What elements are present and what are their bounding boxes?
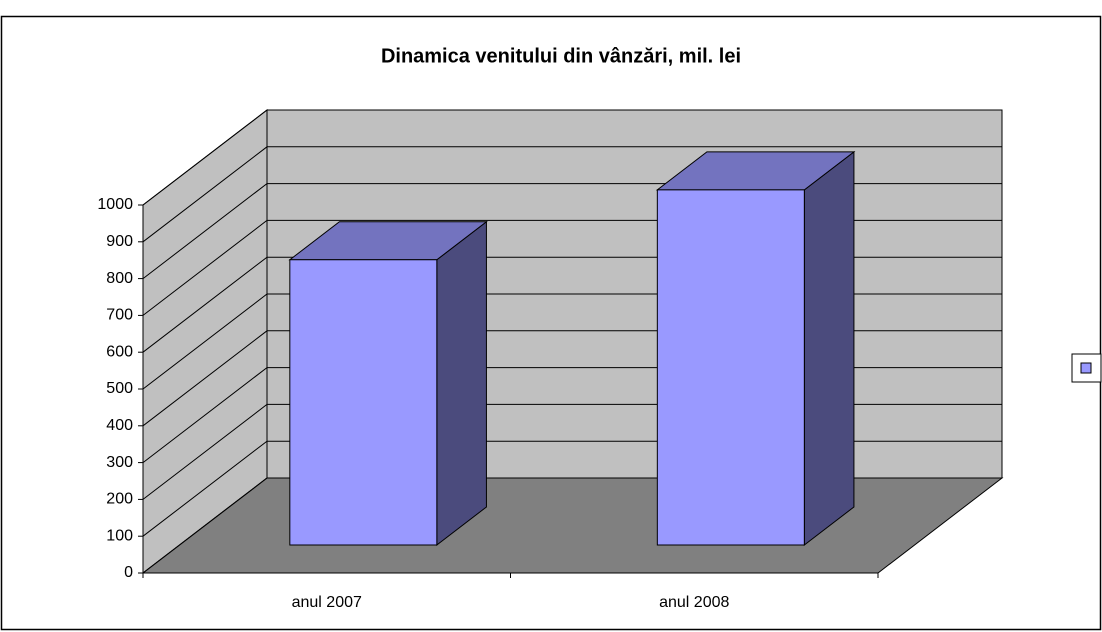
y-tick-label: 700 [106, 307, 133, 324]
x-tick-label: anul 2007 [292, 594, 362, 611]
y-tick-label: 200 [106, 491, 133, 508]
y-tick-label: 900 [106, 233, 133, 250]
bar-side [803, 150, 855, 546]
y-tick-label: 800 [106, 270, 133, 287]
y-tick-label: 1000 [97, 196, 133, 213]
legend-swatch [1080, 362, 1092, 374]
grid-line [142, 109, 1002, 206]
y-tick-label: 0 [124, 564, 133, 581]
y-tick-label: 500 [106, 380, 133, 397]
y-tick-label: 100 [106, 527, 133, 544]
y-tick-label: 300 [106, 454, 133, 471]
bar [289, 259, 438, 546]
chart-title: Dinamica venitului din vânzări, mil. lei [381, 45, 741, 67]
bar [656, 189, 805, 546]
grid-line [142, 146, 1002, 243]
x-tick-label: anul 2008 [659, 594, 729, 611]
y-tick-label: 600 [106, 343, 133, 360]
floor [141, 477, 1004, 574]
y-tick-label: 400 [106, 417, 133, 434]
bar-side [436, 220, 487, 546]
